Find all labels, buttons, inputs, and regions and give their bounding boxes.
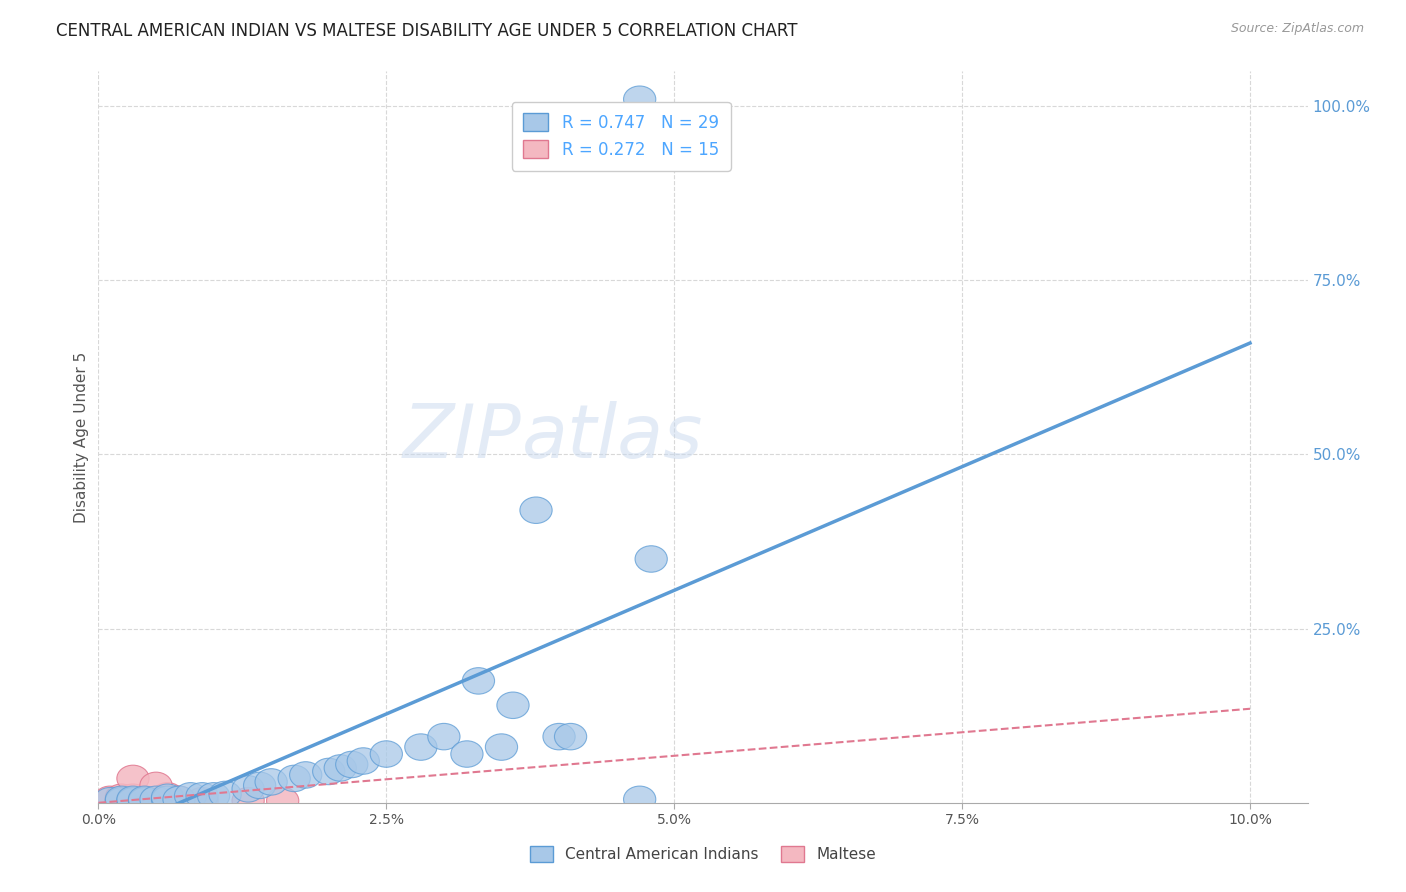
Text: atlas: atlas — [522, 401, 703, 473]
Legend: Central American Indians, Maltese: Central American Indians, Maltese — [523, 840, 883, 868]
Y-axis label: Disability Age Under 5: Disability Age Under 5 — [75, 351, 89, 523]
Text: CENTRAL AMERICAN INDIAN VS MALTESE DISABILITY AGE UNDER 5 CORRELATION CHART: CENTRAL AMERICAN INDIAN VS MALTESE DISAB… — [56, 22, 797, 40]
Text: Source: ZipAtlas.com: Source: ZipAtlas.com — [1230, 22, 1364, 36]
Text: ZIP: ZIP — [404, 401, 522, 473]
